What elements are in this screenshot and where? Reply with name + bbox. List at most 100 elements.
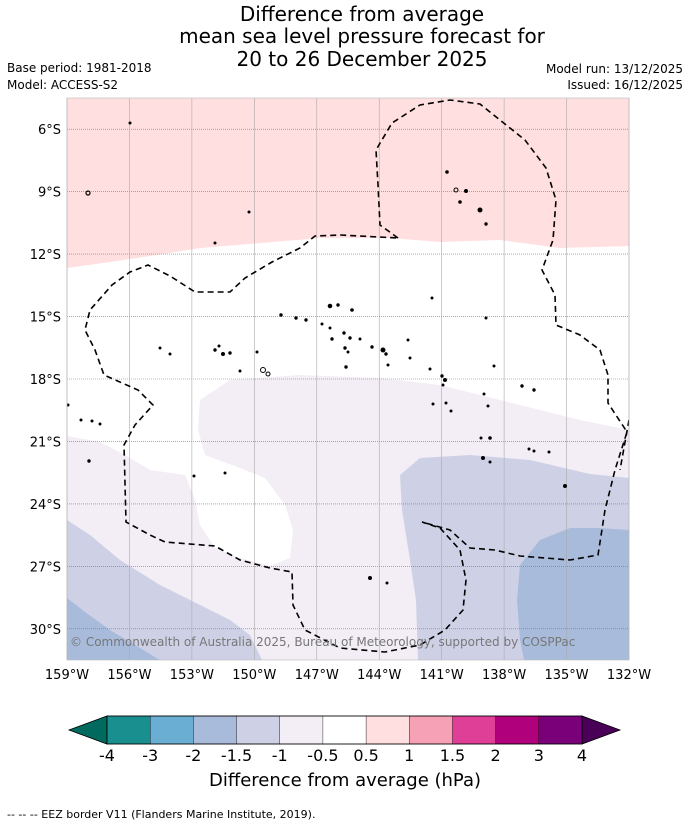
- island: [406, 338, 410, 342]
- model-run: Model run: 13/12/2025: [545, 62, 683, 76]
- island: [350, 308, 354, 312]
- island: [255, 350, 259, 354]
- island: [477, 207, 483, 213]
- island: [384, 352, 388, 356]
- colorbar-segment: [149, 715, 194, 745]
- latitude-tick-label: 12°S: [30, 248, 61, 263]
- eez-borders: [84, 99, 629, 653]
- island: [449, 409, 453, 413]
- colorbar-tick: -2: [185, 746, 202, 765]
- island: [380, 347, 386, 353]
- island: [532, 388, 536, 392]
- anomaly-region-minus-1: [67, 520, 262, 660]
- colorbar-tick: 1.5: [439, 746, 466, 765]
- latitude-tick-label: 18°S: [30, 373, 61, 388]
- longitude-tick-label: 153°W: [170, 668, 214, 683]
- anomaly-region-minus-1-5-east: [517, 528, 629, 660]
- island: [336, 303, 340, 307]
- colorbar-tick: -0.5: [307, 746, 339, 765]
- latitude-labels: 6°S 9°S 12°S 15°S 18°S 21°S 24°S 27°S 30°S: [30, 123, 61, 638]
- island: [85, 190, 91, 196]
- colorbar-segment: [409, 715, 453, 745]
- colorbar-segment: [322, 715, 367, 745]
- island: [520, 384, 524, 388]
- title-line-2: mean sea level pressure forecast for: [179, 24, 545, 48]
- island: [430, 296, 434, 300]
- island: [458, 200, 462, 204]
- colorbar-tick: 3: [533, 746, 544, 765]
- island: [294, 316, 298, 320]
- longitude-tick-label: 135°W: [544, 668, 588, 683]
- colorbar-tick: 1: [404, 746, 415, 765]
- island: [213, 348, 217, 352]
- island: [217, 344, 221, 348]
- island: [492, 364, 496, 368]
- island: [304, 318, 308, 322]
- latitude-tick-label: 24°S: [30, 498, 61, 513]
- island: [320, 322, 324, 326]
- longitude-tick-label: 150°W: [232, 668, 276, 683]
- island: [192, 474, 196, 478]
- island: [527, 447, 531, 451]
- latitude-tick-label: 6°S: [38, 123, 61, 138]
- eez-footnote: -- -- -- EEZ border V11 (Flanders Marine…: [7, 808, 316, 821]
- island: [221, 352, 225, 356]
- title-line-1: Difference from average: [239, 2, 485, 26]
- island: [563, 484, 567, 488]
- island: [453, 187, 459, 193]
- island: [213, 241, 217, 245]
- island: [370, 345, 374, 349]
- colorbar-segment: [495, 715, 540, 745]
- eez-border-pitcairn: [619, 419, 629, 471]
- island: [168, 352, 172, 356]
- longitude-tick-label: 141°W: [420, 668, 464, 683]
- base-period: Base period: 1981-2018: [7, 61, 152, 75]
- island: [443, 378, 447, 382]
- latitude-tick-label: 21°S: [30, 435, 61, 450]
- longitude-tick-label: 156°W: [107, 668, 151, 683]
- island: [488, 460, 492, 464]
- colorbar-tick: -3: [142, 746, 159, 765]
- island: [385, 581, 389, 585]
- island: [488, 436, 492, 440]
- longitude-tick-label: 138°W: [482, 668, 526, 683]
- island: [464, 189, 468, 193]
- latitude-tick-label: 30°S: [30, 623, 61, 638]
- island: [479, 436, 483, 440]
- colorbar-tick: 0.5: [353, 746, 379, 765]
- island: [343, 346, 347, 350]
- island: [482, 392, 486, 396]
- colorbar-low-extend: [67, 715, 108, 745]
- island: [444, 401, 448, 405]
- island: [279, 313, 283, 317]
- island: [344, 365, 348, 369]
- island: [228, 351, 232, 355]
- longitude-tick-label: 144°W: [357, 668, 401, 683]
- latitude-tick-label: 9°S: [38, 186, 61, 201]
- island: [348, 336, 352, 340]
- title-line-3: 20 to 26 December 2025: [236, 47, 488, 71]
- colorbar-label: Difference from average (hPa): [208, 770, 482, 791]
- island: [327, 303, 333, 309]
- anomaly-region-positive: [67, 98, 629, 268]
- island: [342, 331, 346, 335]
- island: [408, 356, 412, 360]
- island: [98, 422, 102, 426]
- island: [441, 383, 445, 387]
- island: [158, 346, 162, 350]
- island: [481, 456, 485, 460]
- island: [484, 222, 488, 226]
- colorbar-segment: [365, 715, 410, 745]
- colorbar-tick: 2: [490, 746, 501, 765]
- island: [260, 367, 266, 373]
- colorbar-segment: [279, 715, 324, 745]
- island: [330, 337, 334, 341]
- island: [440, 374, 444, 378]
- colorbar-tick: -1.5: [220, 746, 253, 765]
- island: [368, 576, 372, 580]
- colorbar-segment: [452, 715, 497, 745]
- island: [346, 350, 350, 354]
- colorbar-segment: [106, 715, 151, 745]
- colorbar: [67, 715, 622, 745]
